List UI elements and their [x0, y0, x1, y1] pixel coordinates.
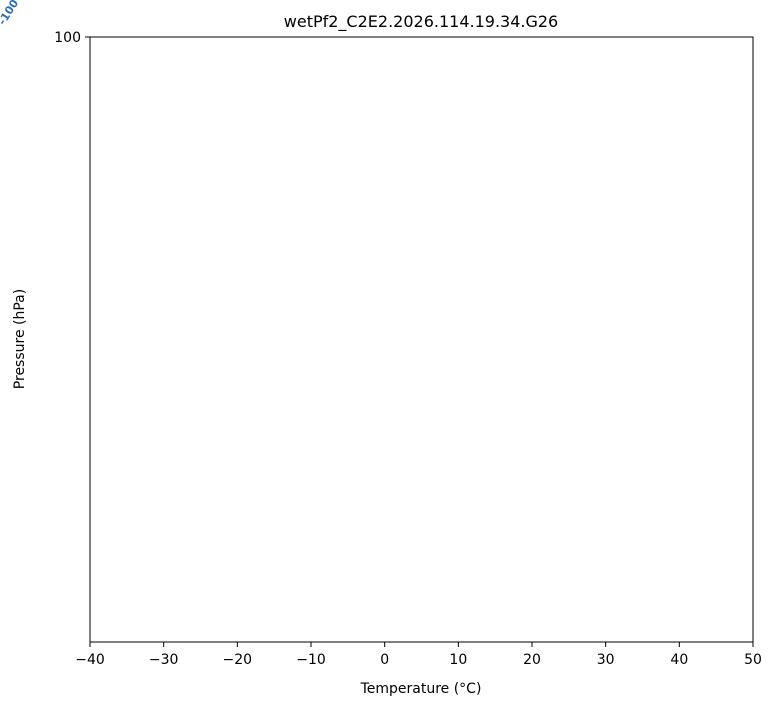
- x-tick-label: −30: [149, 652, 179, 668]
- x-tick-label: 20: [523, 652, 541, 668]
- x-tick-label: −20: [223, 652, 253, 668]
- x-tick-label: −10: [296, 652, 326, 668]
- x-tick-label: 0: [380, 652, 389, 668]
- plot-frame: [89, 36, 754, 643]
- y-axis-label: Pressure (hPa): [12, 289, 28, 389]
- x-tick-label: 50: [744, 652, 762, 668]
- x-tick-label: −40: [75, 652, 105, 668]
- y-axis: 1002003004005006007008009001000: [54, 30, 90, 46]
- x-tick-label: 40: [670, 652, 688, 668]
- chart-title: wetPf2_C2E2.2026.114.19.34.G26: [284, 12, 558, 32]
- x-axis: −40 −30 −20 −10 0 10 20 30 40 50: [75, 642, 762, 668]
- x-tick-label: 30: [597, 652, 615, 668]
- y-tick-label: 100: [54, 30, 81, 46]
- x-axis-label: Temperature (°C): [360, 681, 482, 697]
- x-tick-label: 10: [449, 652, 467, 668]
